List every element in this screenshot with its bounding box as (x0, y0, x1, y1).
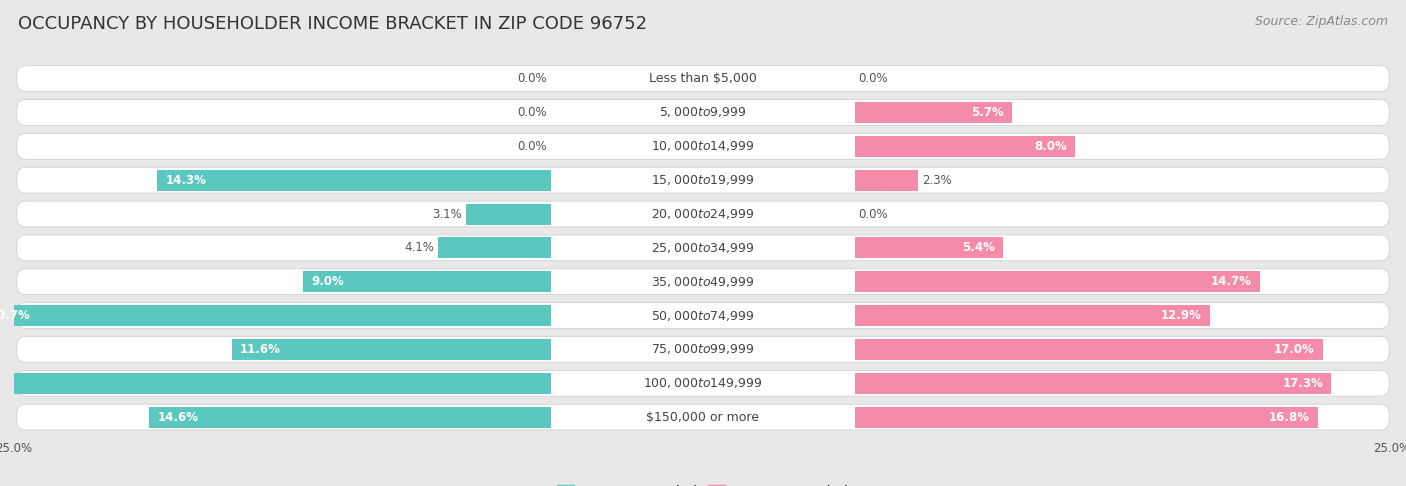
Bar (855, 407, 1317, 428)
Bar (855, 170, 918, 191)
Bar (0, 305, 551, 326)
Text: Less than $5,000: Less than $5,000 (650, 72, 756, 85)
FancyBboxPatch shape (551, 102, 855, 123)
Text: $75,000 to $99,999: $75,000 to $99,999 (651, 343, 755, 356)
Bar (855, 271, 1260, 292)
Text: 12.9%: 12.9% (1161, 309, 1202, 322)
Text: 4.1%: 4.1% (405, 242, 434, 254)
FancyBboxPatch shape (17, 303, 1389, 329)
Bar (157, 170, 551, 191)
FancyBboxPatch shape (17, 404, 1389, 430)
Text: 16.8%: 16.8% (1268, 411, 1309, 424)
FancyBboxPatch shape (17, 66, 1389, 91)
FancyBboxPatch shape (551, 68, 855, 89)
FancyBboxPatch shape (551, 271, 855, 292)
FancyBboxPatch shape (17, 201, 1389, 227)
FancyBboxPatch shape (551, 136, 855, 157)
Text: 14.7%: 14.7% (1211, 275, 1251, 288)
Text: 8.0%: 8.0% (1033, 140, 1067, 153)
FancyBboxPatch shape (17, 167, 1389, 193)
Bar (855, 237, 1004, 259)
FancyBboxPatch shape (551, 170, 855, 191)
FancyBboxPatch shape (17, 370, 1389, 396)
Bar (855, 102, 1012, 123)
FancyBboxPatch shape (551, 204, 855, 225)
Bar (0, 373, 551, 394)
FancyBboxPatch shape (17, 134, 1389, 159)
Text: OCCUPANCY BY HOUSEHOLDER INCOME BRACKET IN ZIP CODE 96752: OCCUPANCY BY HOUSEHOLDER INCOME BRACKET … (18, 15, 647, 33)
Text: $20,000 to $24,999: $20,000 to $24,999 (651, 207, 755, 221)
Bar (304, 271, 551, 292)
Text: 5.4%: 5.4% (962, 242, 995, 254)
Text: 17.3%: 17.3% (1282, 377, 1323, 390)
Text: 14.6%: 14.6% (157, 411, 198, 424)
FancyBboxPatch shape (17, 269, 1389, 295)
Bar (149, 407, 551, 428)
Text: $35,000 to $49,999: $35,000 to $49,999 (651, 275, 755, 289)
Text: 9.0%: 9.0% (312, 275, 344, 288)
Bar (855, 136, 1076, 157)
Text: $5,000 to $9,999: $5,000 to $9,999 (659, 105, 747, 120)
Text: $150,000 or more: $150,000 or more (647, 411, 759, 424)
Text: 0.0%: 0.0% (859, 72, 889, 85)
Bar (855, 373, 1331, 394)
Text: 0.0%: 0.0% (859, 208, 889, 221)
Bar (855, 339, 1323, 360)
Legend: Owner-occupied, Renter-occupied: Owner-occupied, Renter-occupied (557, 485, 849, 486)
FancyBboxPatch shape (551, 305, 855, 326)
FancyBboxPatch shape (17, 100, 1389, 125)
Text: $25,000 to $34,999: $25,000 to $34,999 (651, 241, 755, 255)
Text: 5.7%: 5.7% (970, 106, 1004, 119)
Text: Source: ZipAtlas.com: Source: ZipAtlas.com (1254, 15, 1388, 28)
FancyBboxPatch shape (17, 235, 1389, 260)
FancyBboxPatch shape (551, 339, 855, 360)
Text: 0.0%: 0.0% (517, 140, 547, 153)
Text: 0.0%: 0.0% (517, 72, 547, 85)
Text: 14.3%: 14.3% (166, 174, 207, 187)
Text: $50,000 to $74,999: $50,000 to $74,999 (651, 309, 755, 323)
Text: $15,000 to $19,999: $15,000 to $19,999 (651, 173, 755, 187)
Text: 20.7%: 20.7% (0, 309, 30, 322)
Text: 0.0%: 0.0% (517, 106, 547, 119)
FancyBboxPatch shape (551, 237, 855, 259)
Bar (465, 204, 551, 225)
Bar (439, 237, 551, 259)
Text: 17.0%: 17.0% (1274, 343, 1315, 356)
FancyBboxPatch shape (551, 407, 855, 428)
Bar (232, 339, 551, 360)
Text: $100,000 to $149,999: $100,000 to $149,999 (644, 376, 762, 390)
Text: 3.1%: 3.1% (432, 208, 461, 221)
FancyBboxPatch shape (551, 373, 855, 394)
Text: 11.6%: 11.6% (240, 343, 281, 356)
Text: $10,000 to $14,999: $10,000 to $14,999 (651, 139, 755, 153)
Text: 2.3%: 2.3% (922, 174, 952, 187)
Bar (855, 305, 1211, 326)
FancyBboxPatch shape (17, 336, 1389, 362)
